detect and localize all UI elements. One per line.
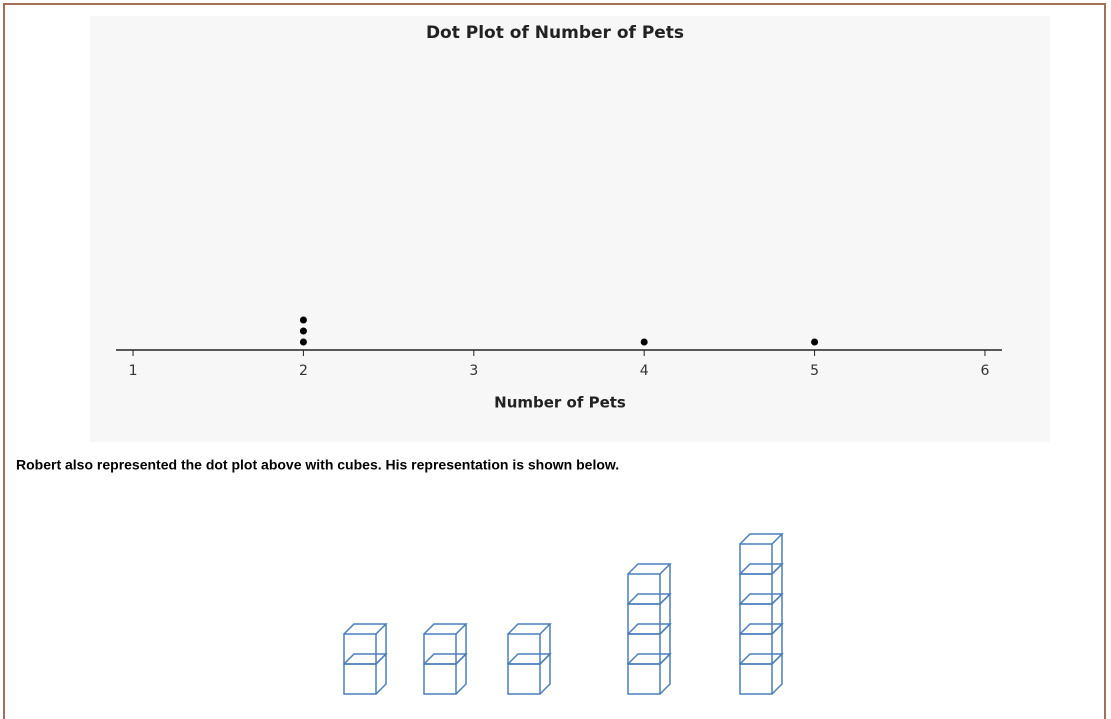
cube-side [455, 654, 467, 695]
cube-top [739, 653, 784, 665]
cube-side [771, 534, 783, 575]
cube-top [627, 593, 672, 605]
cube-side [771, 594, 783, 635]
cube-stack [627, 563, 672, 695]
cube-top [507, 623, 552, 635]
cube-side [659, 654, 671, 695]
cube-side [455, 624, 467, 665]
cube-top [739, 563, 784, 575]
cube-side [659, 624, 671, 665]
cube-top [627, 653, 672, 665]
dot-plot: 1 2 3 4 5 6 [116, 316, 1002, 379]
cube-side [771, 654, 783, 695]
cube-front [507, 633, 541, 665]
cube-side [539, 654, 551, 695]
dot [299, 338, 307, 346]
x-axis-label: Number of Pets [494, 394, 626, 412]
cube-front [627, 663, 661, 695]
cube-front [423, 633, 457, 665]
cube-front [343, 663, 377, 695]
cube-front [343, 633, 377, 665]
cube-side [659, 594, 671, 635]
cube-top [423, 653, 468, 665]
cube-stack [423, 623, 468, 695]
page-border [3, 3, 1106, 719]
chart-title: Dot Plot of Number of Pets [426, 23, 684, 43]
cube-representation [343, 533, 784, 695]
cube-top [739, 593, 784, 605]
cube-front [739, 543, 773, 575]
cube-side [771, 624, 783, 665]
x-tick-label: 3 [469, 363, 478, 379]
cube-side [771, 564, 783, 605]
cube-top [627, 563, 672, 575]
cube-front [507, 663, 541, 695]
x-tick-label: 4 [640, 363, 649, 379]
paragraph: Robert also represented the dot plot abo… [16, 457, 619, 473]
x-tick-label: 1 [129, 363, 138, 379]
cube-side [539, 624, 551, 665]
chart-background [90, 16, 1050, 442]
cube-top [343, 653, 388, 665]
cube-top [507, 653, 552, 665]
cube-top [423, 623, 468, 635]
dot [640, 338, 648, 346]
cube-stack [507, 623, 552, 695]
dot [299, 316, 307, 324]
cube-top [739, 623, 784, 635]
cube-side [375, 624, 387, 665]
cube-stack [343, 623, 388, 695]
cube-front [739, 663, 773, 695]
cube-side [375, 654, 387, 695]
cube-stack [739, 533, 784, 695]
cube-front [627, 573, 661, 605]
cube-top [739, 533, 784, 545]
cube-side [659, 564, 671, 605]
x-tick-label: 5 [810, 363, 819, 379]
cube-front [423, 663, 457, 695]
x-tick-label: 2 [299, 363, 308, 379]
cube-top [627, 623, 672, 635]
dot [811, 338, 819, 346]
x-tick-label: 6 [981, 363, 990, 379]
dot [299, 327, 307, 335]
cube-top [343, 623, 388, 635]
